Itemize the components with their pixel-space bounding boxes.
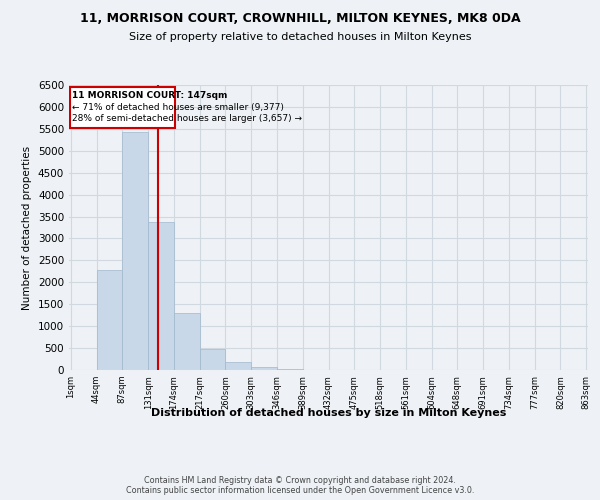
Text: Size of property relative to detached houses in Milton Keynes: Size of property relative to detached ho… [129, 32, 471, 42]
Text: 11, MORRISON COURT, CROWNHILL, MILTON KEYNES, MK8 0DA: 11, MORRISON COURT, CROWNHILL, MILTON KE… [80, 12, 520, 26]
Text: ← 71% of detached houses are smaller (9,377): ← 71% of detached houses are smaller (9,… [72, 102, 284, 112]
Bar [122, 132, 148, 370]
Text: Distribution of detached houses by size in Milton Keynes: Distribution of detached houses by size … [151, 408, 506, 418]
Bar [251, 368, 277, 370]
Bar [148, 222, 174, 370]
Text: Contains HM Land Registry data © Crown copyright and database right 2024.
Contai: Contains HM Land Registry data © Crown c… [126, 476, 474, 495]
Bar [226, 362, 251, 370]
Bar [277, 369, 303, 370]
Bar [174, 313, 200, 370]
Bar [200, 348, 226, 370]
FancyBboxPatch shape [70, 87, 175, 128]
Bar [97, 270, 122, 370]
Text: 11 MORRISON COURT: 147sqm: 11 MORRISON COURT: 147sqm [72, 90, 227, 100]
Y-axis label: Number of detached properties: Number of detached properties [22, 146, 32, 310]
Text: 28% of semi-detached houses are larger (3,657) →: 28% of semi-detached houses are larger (… [72, 114, 302, 124]
